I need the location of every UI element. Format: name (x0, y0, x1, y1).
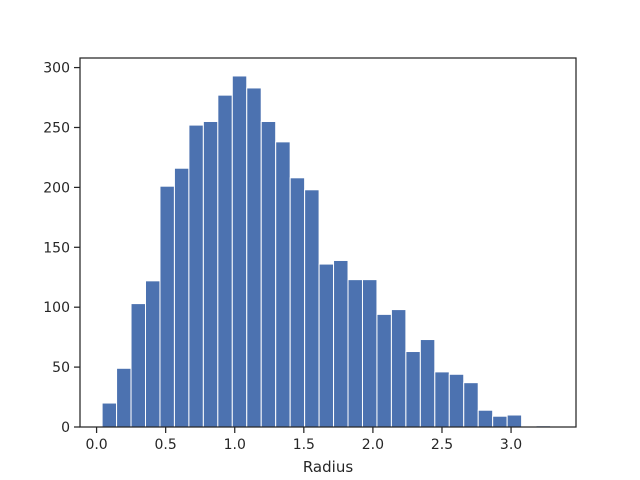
x-tick-label: 1.5 (293, 437, 315, 453)
x-tick-label: 2.5 (431, 437, 453, 453)
histogram-bar (275, 141, 291, 428)
histogram-bar (231, 75, 248, 428)
histogram-bar (477, 409, 494, 428)
histogram-bar (347, 279, 363, 428)
histogram-bar (419, 339, 436, 428)
histogram-bar (260, 120, 277, 428)
histogram-bar (405, 351, 421, 428)
histogram-bar (492, 415, 508, 428)
histogram-bar (101, 402, 118, 428)
histogram-bar (145, 280, 161, 428)
histogram-bar (188, 124, 204, 428)
x-axis-label: Radius (303, 458, 353, 476)
x-tick-label: 1.0 (224, 437, 246, 453)
histogram-bar (333, 259, 349, 428)
histogram-bar (217, 94, 233, 428)
histogram-bar (376, 313, 392, 428)
histogram-bar (390, 309, 407, 428)
y-tick-label: 50 (52, 360, 70, 376)
y-tick-label: 250 (43, 120, 70, 136)
histogram-bar (289, 177, 306, 428)
x-tick-label: 3.0 (500, 437, 522, 453)
axes-frame (79, 57, 577, 428)
histogram-bar (463, 382, 479, 428)
histogram-bar (159, 185, 175, 428)
histogram-bar (448, 373, 465, 428)
x-axis-ticks: 0.0 0.5 1.0 1.5 2.0 2.5 3.0 (85, 427, 522, 453)
y-tick-label: 100 (43, 300, 70, 316)
bars-group (101, 75, 552, 428)
y-tick-label: 0 (61, 420, 70, 436)
y-tick-label: 300 (43, 61, 70, 77)
histogram-bar (304, 189, 320, 428)
histogram-bar (506, 414, 523, 428)
histogram-bar (130, 303, 147, 428)
histogram-bar (318, 263, 335, 428)
histogram-bar (361, 279, 378, 428)
histogram-bar (173, 167, 190, 428)
y-axis-ticks: 0 50 100 150 200 250 300 (43, 61, 80, 436)
histogram-bar (116, 367, 132, 428)
x-tick-label: 2.0 (362, 437, 384, 453)
y-tick-label: 200 (43, 180, 70, 196)
x-tick-label: 0.0 (85, 437, 107, 453)
histogram-bar (246, 87, 262, 428)
x-tick-label: 0.5 (155, 437, 177, 453)
histogram-bar (202, 120, 219, 428)
y-tick-label: 150 (43, 240, 70, 256)
histogram-bar (434, 371, 450, 428)
